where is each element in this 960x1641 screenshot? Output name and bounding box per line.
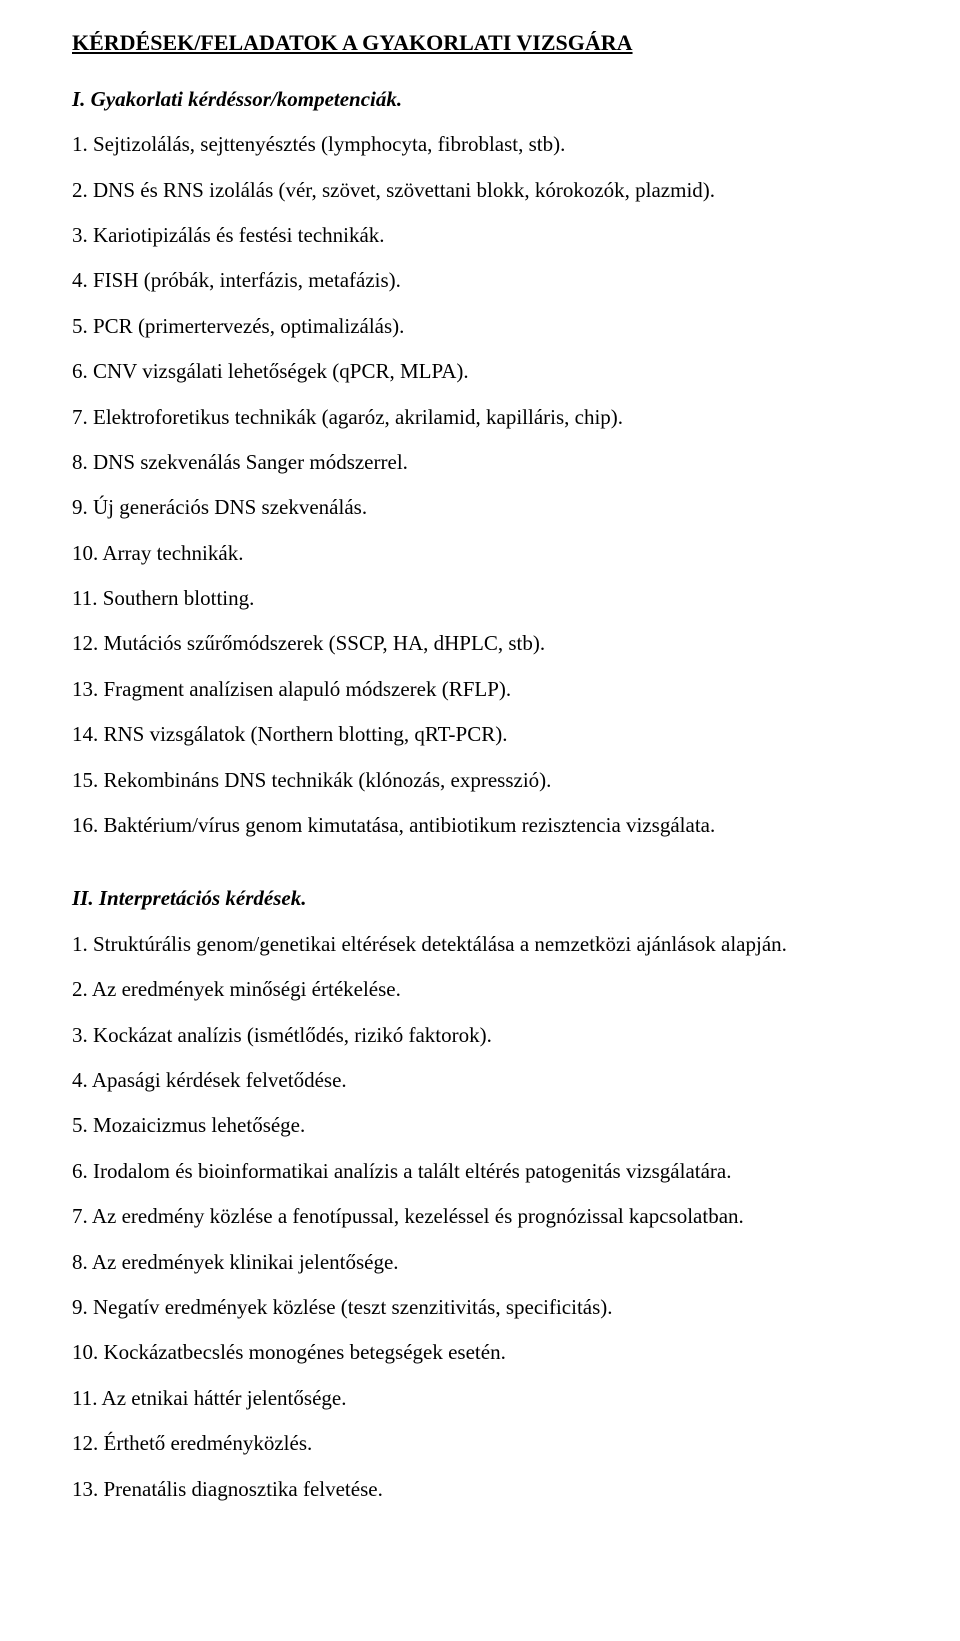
list-item: 2. Az eredmények minőségi értékelése.	[72, 975, 920, 1004]
list-item: 10. Kockázatbecslés monogénes betegségek…	[72, 1338, 920, 1367]
list-item: 12. Mutációs szűrőmódszerek (SSCP, HA, d…	[72, 629, 920, 658]
list-item: 7. Az eredmény közlése a fenotípussal, k…	[72, 1202, 920, 1231]
page-title: KÉRDÉSEK/FELADATOK A GYAKORLATI VIZSGÁRA	[72, 28, 920, 59]
section-1: I. Gyakorlati kérdéssor/kompetenciák. 1.…	[72, 85, 920, 841]
section-2-heading: II. Interpretációs kérdések.	[72, 884, 920, 913]
list-item: 6. CNV vizsgálati lehetőségek (qPCR, MLP…	[72, 357, 920, 386]
list-item: 12. Érthető eredményközlés.	[72, 1429, 920, 1458]
list-item: 16. Baktérium/vírus genom kimutatása, an…	[72, 811, 920, 840]
list-item: 14. RNS vizsgálatok (Northern blotting, …	[72, 720, 920, 749]
list-item: 13. Fragment analízisen alapuló módszere…	[72, 675, 920, 704]
list-item: 11. Southern blotting.	[72, 584, 920, 613]
list-item: 1. Sejtizolálás, sejttenyésztés (lymphoc…	[72, 130, 920, 159]
section-spacer	[72, 856, 920, 878]
list-item: 8. DNS szekvenálás Sanger módszerrel.	[72, 448, 920, 477]
list-item: 4. Apasági kérdések felvetődése.	[72, 1066, 920, 1095]
list-item: 4. FISH (próbák, interfázis, metafázis).	[72, 266, 920, 295]
list-item: 11. Az etnikai háttér jelentősége.	[72, 1384, 920, 1413]
list-item: 6. Irodalom és bioinformatikai analízis …	[72, 1157, 920, 1186]
section-2: II. Interpretációs kérdések. 1. Struktúr…	[72, 884, 920, 1503]
list-item: 3. Kariotipizálás és festési technikák.	[72, 221, 920, 250]
list-item: 1. Struktúrális genom/genetikai eltérése…	[72, 930, 920, 959]
list-item: 2. DNS és RNS izolálás (vér, szövet, szö…	[72, 176, 920, 205]
list-item: 9. Negatív eredmények közlése (teszt sze…	[72, 1293, 920, 1322]
list-item: 8. Az eredmények klinikai jelentősége.	[72, 1248, 920, 1277]
list-item: 9. Új generációs DNS szekvenálás.	[72, 493, 920, 522]
list-item: 5. Mozaicizmus lehetősége.	[72, 1111, 920, 1140]
list-item: 13. Prenatális diagnosztika felvetése.	[72, 1475, 920, 1504]
list-item: 15. Rekombináns DNS technikák (klónozás,…	[72, 766, 920, 795]
document-page: KÉRDÉSEK/FELADATOK A GYAKORLATI VIZSGÁRA…	[0, 0, 960, 1560]
list-item: 3. Kockázat analízis (ismétlődés, rizikó…	[72, 1021, 920, 1050]
list-item: 10. Array technikák.	[72, 539, 920, 568]
list-item: 7. Elektroforetikus technikák (agaróz, a…	[72, 403, 920, 432]
section-1-heading: I. Gyakorlati kérdéssor/kompetenciák.	[72, 85, 920, 114]
list-item: 5. PCR (primertervezés, optimalizálás).	[72, 312, 920, 341]
